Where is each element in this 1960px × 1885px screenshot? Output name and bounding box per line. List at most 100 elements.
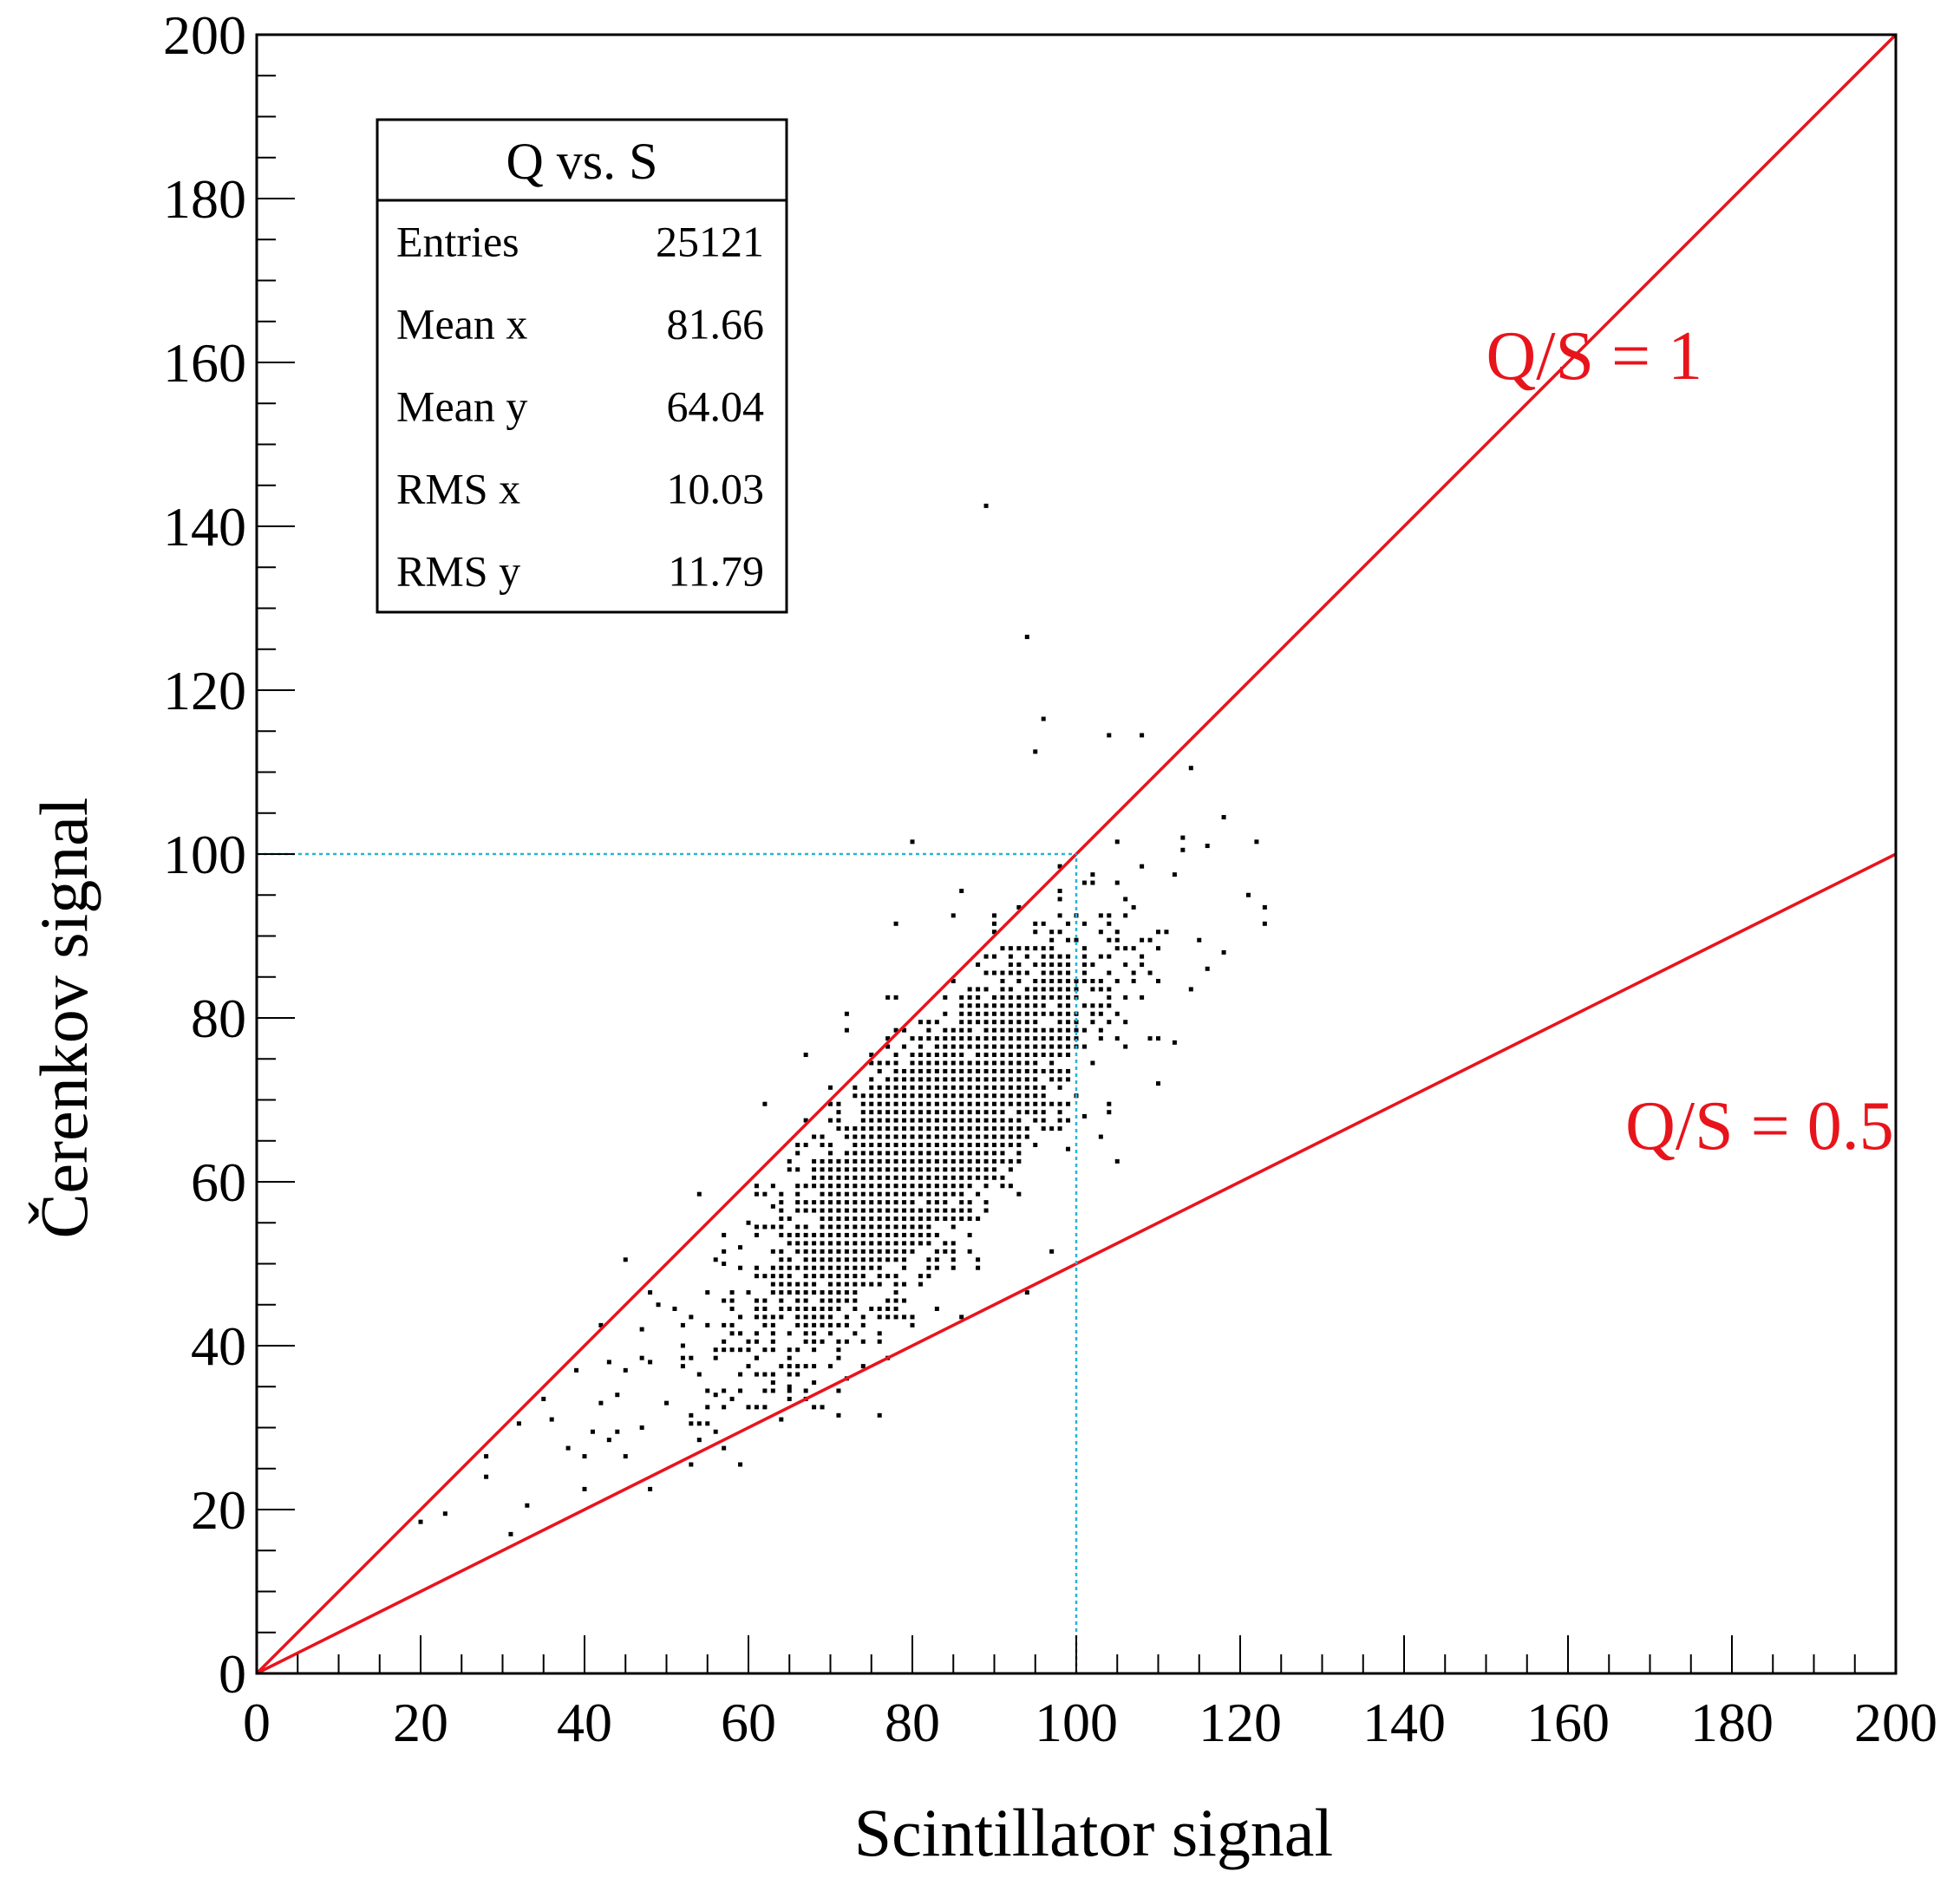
scatter-point xyxy=(828,1322,833,1327)
scatter-point xyxy=(836,1274,841,1279)
scatter-point xyxy=(738,1245,743,1250)
scatter-point xyxy=(844,1011,849,1016)
scatter-point xyxy=(1147,1036,1153,1041)
scatter-point xyxy=(910,1142,915,1147)
scatter-point xyxy=(893,1060,898,1066)
scatter-point xyxy=(1000,1142,1005,1147)
scatter-point xyxy=(1074,937,1079,942)
scatter-point xyxy=(877,1110,882,1115)
scatter-point xyxy=(1098,1134,1103,1139)
scatter-point xyxy=(795,1282,800,1287)
scatter-point xyxy=(1033,1060,1038,1066)
scatter-point xyxy=(869,1085,874,1090)
scatter-point xyxy=(1041,1053,1046,1058)
scatter-point xyxy=(877,1257,882,1262)
scatter-point xyxy=(885,1208,891,1213)
scatter-point xyxy=(1057,970,1062,975)
scatter-point xyxy=(869,1118,874,1123)
scatter-point xyxy=(722,1262,727,1266)
scatter-point xyxy=(746,1290,751,1295)
scatter-point xyxy=(860,1191,866,1197)
scatter-point xyxy=(893,1158,898,1164)
scatter-point xyxy=(812,1380,817,1386)
scatter-point xyxy=(729,1396,735,1401)
scatter-point xyxy=(844,1232,849,1237)
scatter-point xyxy=(795,1208,800,1213)
scatter-point xyxy=(836,1282,841,1287)
scatter-point xyxy=(951,913,956,918)
scatter-point xyxy=(1008,954,1013,959)
scatter-point xyxy=(959,1142,964,1147)
scatter-point xyxy=(869,1167,874,1172)
scatter-point xyxy=(902,1184,907,1189)
scatter-point xyxy=(803,1224,808,1229)
scatter-point xyxy=(992,954,996,959)
scatter-point xyxy=(992,1142,996,1147)
scatter-point xyxy=(885,1060,891,1066)
scatter-point xyxy=(1033,978,1038,983)
scatter-point xyxy=(770,1372,775,1377)
x-tick-label: 60 xyxy=(721,1692,776,1753)
scatter-point xyxy=(1114,1011,1120,1016)
x-tick-label: 140 xyxy=(1362,1692,1446,1753)
scatter-point xyxy=(812,1241,817,1246)
scatter-point xyxy=(893,1077,898,1082)
scatter-point xyxy=(770,1339,775,1344)
scatter-point xyxy=(1254,839,1259,845)
scatter-point xyxy=(1049,1011,1055,1016)
scatter-point xyxy=(983,1208,989,1213)
scatter-point xyxy=(877,1101,882,1106)
scatter-point xyxy=(853,1126,858,1132)
scatter-point xyxy=(820,1306,825,1311)
scatter-point xyxy=(910,1118,915,1123)
scatter-point xyxy=(836,1388,841,1393)
scatter-point xyxy=(926,1036,931,1041)
scatter-point xyxy=(860,1257,866,1262)
scatter-point xyxy=(803,1306,808,1311)
scatter-point xyxy=(934,1044,939,1049)
scatter-point xyxy=(844,1290,849,1295)
scatter-point xyxy=(1000,995,1005,1000)
scatter-point xyxy=(983,987,989,992)
scatter-point xyxy=(926,1027,931,1033)
scatter-point xyxy=(803,1208,808,1213)
scatter-point xyxy=(976,1167,981,1172)
scatter-point xyxy=(934,1020,939,1025)
scatter-point xyxy=(836,1200,841,1205)
scatter-point xyxy=(902,1298,907,1303)
scatter-point xyxy=(877,1241,882,1246)
scatter-point xyxy=(1066,1101,1071,1106)
scatter-point xyxy=(885,1306,891,1311)
scatter-point xyxy=(1066,1020,1071,1025)
scatter-point xyxy=(795,1372,800,1377)
scatter-point xyxy=(1090,962,1095,968)
scatter-point xyxy=(1033,1036,1038,1041)
scatter-point xyxy=(902,1027,907,1033)
scatter-point xyxy=(762,1274,768,1279)
scatter-point xyxy=(820,1200,825,1205)
scatter-point xyxy=(943,1142,948,1147)
scatter-point xyxy=(1008,1027,1013,1033)
scatter-point xyxy=(951,1036,956,1041)
scatter-point xyxy=(902,1126,907,1132)
scatter-point xyxy=(918,1241,923,1246)
scatter-point xyxy=(926,1118,931,1123)
scatter-point xyxy=(1123,913,1128,918)
scatter-point xyxy=(787,1384,792,1389)
scatter-point xyxy=(1016,1158,1022,1164)
scatter-point xyxy=(902,1241,907,1246)
scatter-point xyxy=(853,1298,858,1303)
scatter-point xyxy=(1008,1036,1013,1041)
scatter-point xyxy=(844,1314,849,1320)
stats-row-label: Mean x xyxy=(396,300,527,349)
scatter-point xyxy=(1098,1027,1103,1033)
scatter-point xyxy=(853,1191,858,1197)
scatter-point xyxy=(951,1077,956,1082)
scatter-point xyxy=(803,1232,808,1237)
scatter-point xyxy=(992,1011,996,1016)
scatter-point xyxy=(828,1158,833,1164)
scatter-point xyxy=(820,1274,825,1279)
scatter-point xyxy=(738,1347,743,1353)
scatter-point xyxy=(1041,962,1046,968)
scatter-point xyxy=(877,1339,882,1344)
